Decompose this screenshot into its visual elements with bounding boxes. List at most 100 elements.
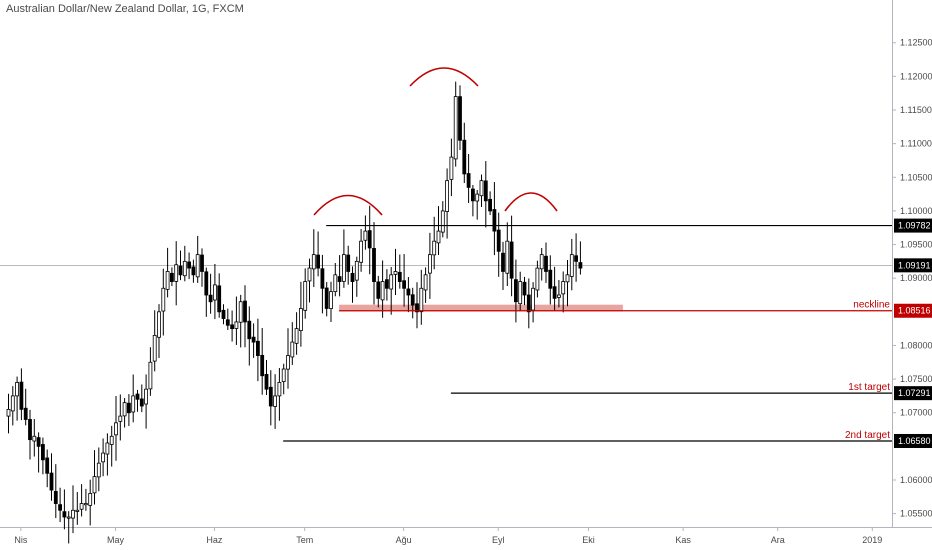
candle-body — [488, 198, 493, 212]
candle-body — [217, 285, 222, 313]
candle-body — [324, 287, 329, 309]
price-tick-label: 1.08000 — [900, 340, 932, 350]
candle-body — [565, 274, 570, 283]
candle-body — [574, 255, 578, 262]
candle-body — [243, 300, 247, 323]
candle-body — [333, 274, 338, 293]
candle-body — [161, 287, 166, 312]
price-label-bg — [894, 433, 932, 448]
candle-body — [247, 320, 252, 340]
candle-body — [557, 294, 561, 298]
price-tick-label: 1.12000 — [900, 71, 932, 81]
candle-body — [427, 254, 432, 274]
candle-body — [290, 341, 295, 358]
price-tick-label: 1.11000 — [900, 139, 932, 149]
candle-body — [432, 240, 437, 256]
candle-body — [264, 374, 269, 390]
price-label-bg — [894, 386, 932, 401]
candle-body — [539, 254, 544, 270]
candle-body — [118, 415, 123, 422]
candle-body — [440, 210, 445, 233]
candle-body — [303, 281, 308, 311]
price-tick-label: 1.09500 — [900, 240, 932, 250]
candle-body — [402, 280, 407, 289]
candle-body — [212, 284, 217, 301]
candle-body — [505, 240, 510, 274]
candle-body — [320, 268, 325, 289]
candle-body — [436, 230, 441, 244]
candle-body — [526, 294, 531, 313]
candle-body — [32, 435, 37, 442]
candle-body — [221, 309, 226, 319]
time-tick-label: May — [107, 535, 125, 545]
candle-body — [273, 395, 278, 407]
candle-body — [6, 408, 11, 417]
candle-body — [101, 452, 105, 463]
right-shoulder-arc — [504, 192, 558, 212]
candle-body — [561, 281, 566, 295]
candle-body — [135, 393, 140, 400]
candle-body — [281, 368, 286, 382]
candle-body — [341, 254, 346, 282]
candle-body — [298, 308, 303, 331]
candle-body — [49, 472, 54, 491]
candle-body — [470, 188, 475, 202]
candle-body — [79, 503, 84, 510]
price-tick-label: 1.07500 — [900, 374, 932, 384]
left-shoulder-arc — [313, 194, 383, 216]
candle-body — [522, 281, 527, 296]
candle-body — [419, 287, 424, 313]
candle-body — [182, 260, 187, 277]
candle-body — [169, 272, 174, 282]
candle-body — [66, 516, 71, 519]
candle-body — [376, 281, 381, 299]
head-arc — [409, 67, 479, 87]
price-tick-label: 1.07000 — [900, 408, 932, 418]
candle-body — [165, 271, 170, 290]
candle-body — [148, 361, 153, 390]
candle-body — [277, 382, 282, 397]
current-price-label: 1.09191 — [898, 260, 931, 270]
time-tick-label: Kas — [675, 535, 691, 545]
candle-body — [445, 180, 450, 212]
candle-body — [96, 462, 101, 478]
price-tick-label: 1.06000 — [900, 475, 932, 485]
candle-body — [178, 265, 183, 276]
neckline-price-label: 1.08516 — [898, 306, 931, 316]
time-tick-label: Ara — [771, 535, 785, 545]
candle-body — [337, 276, 342, 282]
candle-body — [268, 386, 273, 407]
candle-body — [260, 354, 265, 377]
candle-body — [41, 444, 45, 461]
candle-body — [255, 340, 260, 356]
candle-body — [53, 491, 58, 504]
candle-body — [483, 180, 488, 202]
price-tick-label: 1.12500 — [900, 38, 932, 48]
time-tick-label: Ağu — [396, 535, 412, 545]
candle-body — [28, 419, 32, 441]
candle-body — [71, 509, 75, 519]
candle-body — [548, 269, 553, 289]
candle-body — [415, 303, 419, 313]
time-tick-label: Nis — [14, 535, 27, 545]
price-label-bg — [894, 258, 932, 273]
candle-body — [92, 476, 97, 494]
candle-body — [187, 261, 192, 269]
time-tick-label: Tem — [296, 535, 313, 545]
price-tick-label: 1.11500 — [900, 105, 932, 115]
candle-body — [380, 281, 385, 301]
candle-body — [346, 254, 351, 272]
candle-body — [350, 272, 355, 282]
candle-body — [509, 241, 514, 279]
candle-body — [544, 255, 548, 272]
candle-body — [397, 271, 402, 282]
price-tick-label: 1.10000 — [900, 206, 932, 216]
candle-body — [458, 96, 462, 141]
candle-body — [19, 381, 24, 410]
candle-body — [200, 254, 204, 272]
candle-body — [204, 271, 209, 296]
candle-body — [406, 288, 411, 296]
resistance-price-label: 1.09782 — [898, 221, 931, 231]
